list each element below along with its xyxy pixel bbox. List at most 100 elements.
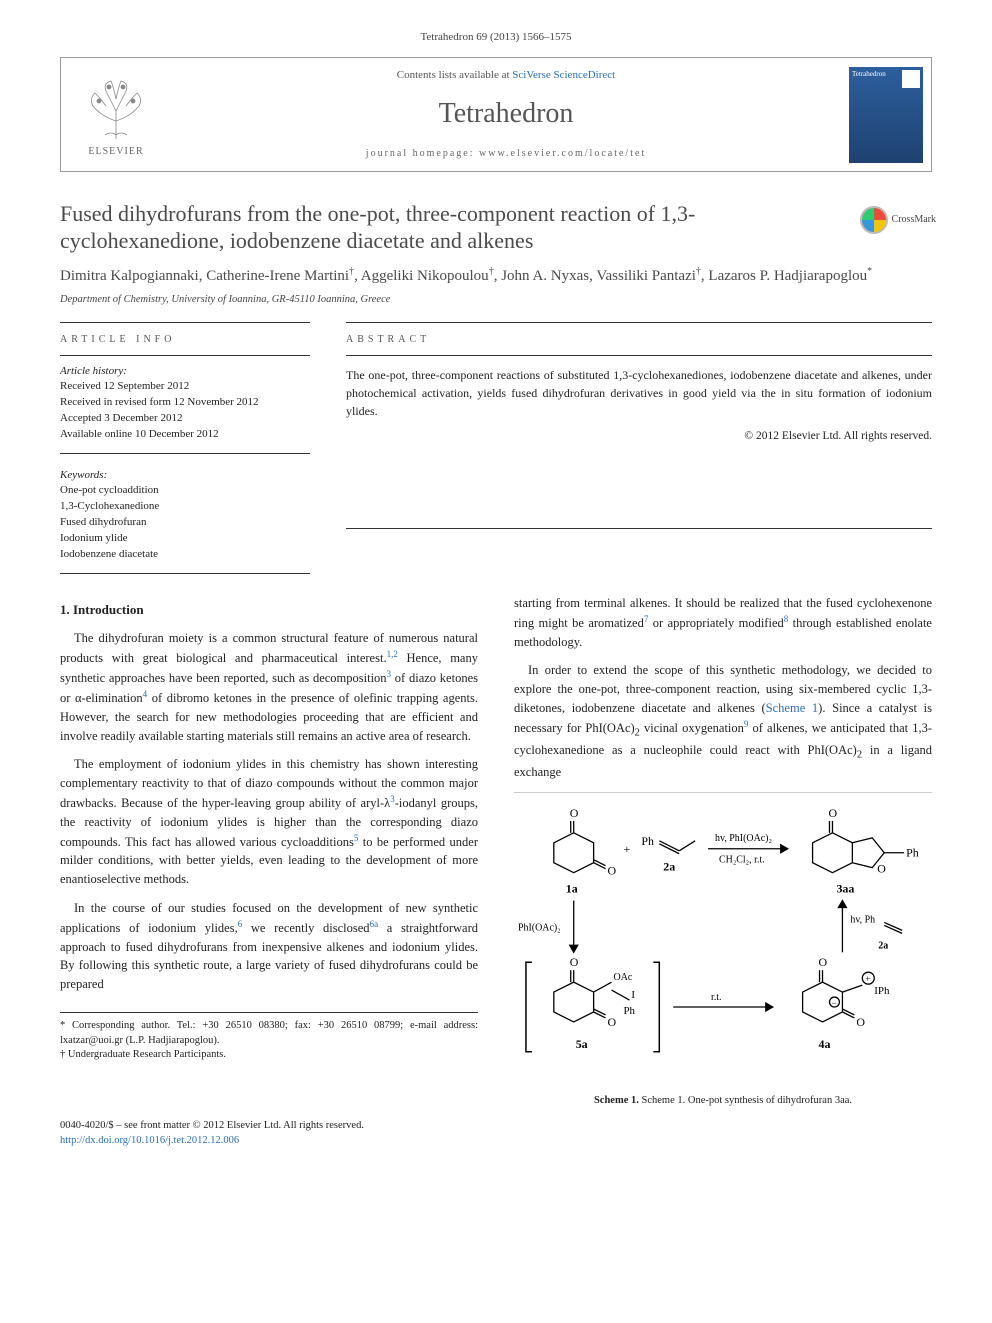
ref-link[interactable]: 6 <box>238 919 243 929</box>
keyword: Iodobenzene diacetate <box>60 547 310 563</box>
article-body: 1. Introduction The dihydrofuran moiety … <box>60 594 932 1109</box>
ref-link[interactable]: 4 <box>143 689 148 699</box>
paragraph: In the course of our studies focused on … <box>60 899 478 994</box>
footnotes: * Corresponding author. Tel.: +30 26510 … <box>60 1012 478 1063</box>
ref-link[interactable]: 9 <box>744 719 749 729</box>
homepage-url[interactable]: www.elsevier.com/locate/tet <box>479 148 646 159</box>
keyword: Fused dihydrofuran <box>60 515 310 531</box>
crossmark-label: CrossMark <box>892 213 936 227</box>
keyword: Iodonium ylide <box>60 531 310 547</box>
svg-text:r.t.: r.t. <box>711 992 722 1003</box>
svg-text:O: O <box>608 1015 617 1029</box>
sciencedirect-link[interactable]: SciVerse ScienceDirect <box>512 69 615 81</box>
svg-text:Ph: Ph <box>623 1005 635 1017</box>
ref-link[interactable]: 1,2 <box>387 649 398 659</box>
journal-reference: Tetrahedron 69 (2013) 1566–1575 <box>60 30 932 45</box>
author: Dimitra Kalpogiannaki <box>60 268 199 284</box>
svg-text:5a: 5a <box>576 1037 588 1051</box>
svg-text:O: O <box>570 806 579 820</box>
svg-text:1a: 1a <box>566 881 578 895</box>
affil-marker: † <box>489 266 494 277</box>
copyright-line: © 2012 Elsevier Ltd. All rights reserved… <box>346 428 932 444</box>
keywords-label: Keywords: <box>60 468 310 483</box>
history-line: Accepted 3 December 2012 <box>60 411 310 427</box>
abstract-label: ABSTRACT <box>346 323 932 355</box>
svg-text:CH₂Cl₂, r.t.: CH₂Cl₂, r.t. <box>719 854 765 865</box>
ref-link[interactable]: 8 <box>784 614 789 624</box>
ref-link[interactable]: 5 <box>354 833 359 843</box>
affil-marker: † <box>696 266 701 277</box>
doi-link[interactable]: http://dx.doi.org/10.1016/j.tet.2012.12.… <box>60 1135 239 1146</box>
author: Catherine-Irene Martini <box>206 268 349 284</box>
author: John A. Nyxas <box>501 268 589 284</box>
scheme-diagram: O O 1a + Ph 2a hv, PhI(OAc)₂ CH₂Cl₂, r.t… <box>514 803 932 1082</box>
corr-marker: * <box>867 266 872 277</box>
footer-metadata: 0040-4020/$ – see front matter © 2012 El… <box>60 1119 932 1148</box>
paragraph: The employment of iodonium ylides in thi… <box>60 755 478 889</box>
svg-text:2a: 2a <box>878 940 888 951</box>
paragraph: In order to extend the scope of this syn… <box>514 661 932 781</box>
history-line: Available online 10 December 2012 <box>60 427 310 443</box>
abstract-column: ABSTRACT The one-pot, three-component re… <box>346 322 932 574</box>
author: Lazaros P. Hadjiarapoglou <box>708 268 867 284</box>
svg-text:Ph: Ph <box>641 833 654 847</box>
svg-text:2a: 2a <box>663 859 675 873</box>
svg-text:4a: 4a <box>819 1037 831 1051</box>
keyword: One-pot cycloaddition <box>60 483 310 499</box>
issn-line: 0040-4020/$ – see front matter © 2012 El… <box>60 1119 932 1134</box>
article-info-label: ARTICLE INFO <box>60 323 310 355</box>
crossmark-badge[interactable]: CrossMark <box>860 206 936 234</box>
svg-text:hv, Ph: hv, Ph <box>850 914 875 925</box>
svg-text:IPh: IPh <box>874 985 890 997</box>
history-line: Received in revised form 12 November 201… <box>60 395 310 411</box>
affil-marker: † <box>349 266 354 277</box>
section-heading: 1. Introduction <box>60 600 478 620</box>
contents-prefix: Contents lists available at <box>397 69 512 81</box>
publisher-logo: ELSEVIER <box>61 58 171 171</box>
elsevier-tree-icon <box>81 71 151 141</box>
svg-text:O: O <box>828 806 837 820</box>
crossmark-icon <box>860 206 888 234</box>
scheme-1: O O 1a + Ph 2a hv, PhI(OAc)₂ CH₂Cl₂, r.t… <box>514 792 932 1109</box>
ref-link[interactable]: 7 <box>644 614 649 624</box>
svg-text:PhI(OAc)₂: PhI(OAc)₂ <box>518 922 561 933</box>
scheme-link[interactable]: Scheme 1 <box>766 701 819 715</box>
svg-text:Ph: Ph <box>906 845 919 859</box>
affiliation: Department of Chemistry, University of I… <box>60 293 932 308</box>
journal-homepage-line: journal homepage: www.elsevier.com/locat… <box>179 147 833 161</box>
svg-text:O: O <box>819 955 828 969</box>
svg-text:O: O <box>856 1015 865 1029</box>
journal-header: ELSEVIER Contents lists available at Sci… <box>60 57 932 172</box>
author: Aggeliki Nikopoulou <box>361 268 489 284</box>
contents-list-line: Contents lists available at SciVerse Sci… <box>179 68 833 83</box>
svg-text:+: + <box>865 974 870 984</box>
ref-link[interactable]: 3 <box>387 669 392 679</box>
cover-label: Tetrahedron <box>852 70 886 80</box>
paragraph: The dihydrofuran moiety is a common stru… <box>60 629 478 745</box>
article-info-column: ARTICLE INFO Article history: Received 1… <box>60 322 310 574</box>
undergrad-note: † Undergraduate Research Participants. <box>60 1048 478 1063</box>
keyword: 1,3-Cyclohexanedione <box>60 499 310 515</box>
svg-text:3aa: 3aa <box>836 881 854 895</box>
homepage-prefix: journal homepage: <box>366 148 479 159</box>
journal-title: Tetrahedron <box>179 94 833 133</box>
history-label: Article history: <box>60 364 310 379</box>
article-title: Fused dihydrofurans from the one-pot, th… <box>60 200 820 255</box>
svg-text:hv, PhI(OAc)₂: hv, PhI(OAc)₂ <box>715 833 772 844</box>
journal-cover: Tetrahedron <box>841 58 931 171</box>
svg-text:O: O <box>570 955 579 969</box>
ref-link[interactable]: 6a <box>370 919 379 929</box>
svg-text:−: − <box>831 998 836 1008</box>
paragraph: starting from terminal alkenes. It shoul… <box>514 594 932 651</box>
svg-text:OAc: OAc <box>614 972 633 983</box>
svg-text:O: O <box>608 863 617 877</box>
corresponding-author-note: * Corresponding author. Tel.: +30 26510 … <box>60 1019 478 1048</box>
author: Vassiliki Pantazi <box>596 268 696 284</box>
svg-text:I: I <box>631 989 635 1001</box>
history-line: Received 12 September 2012 <box>60 379 310 395</box>
author-list: Dimitra Kalpogiannaki, Catherine-Irene M… <box>60 265 932 287</box>
publisher-name: ELSEVIER <box>88 145 143 159</box>
svg-text:O: O <box>877 861 886 875</box>
svg-text:+: + <box>623 841 630 855</box>
scheme-caption: Scheme 1. Scheme 1. One-pot synthesis of… <box>514 1093 932 1109</box>
